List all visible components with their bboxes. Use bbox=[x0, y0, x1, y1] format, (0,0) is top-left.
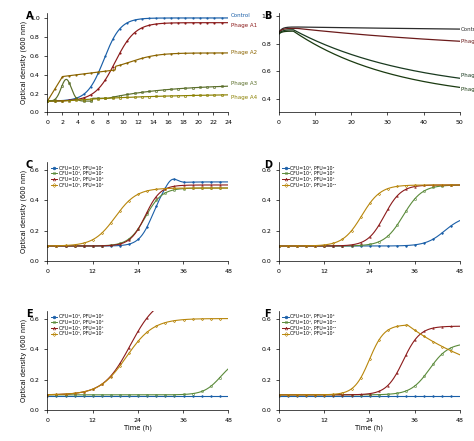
Text: C: C bbox=[26, 160, 33, 170]
Y-axis label: Optical density (600 nm): Optical density (600 nm) bbox=[20, 170, 27, 253]
Text: Phage A4: Phage A4 bbox=[230, 95, 256, 100]
Text: E: E bbox=[26, 309, 32, 319]
Text: Phage A3: Phage A3 bbox=[230, 81, 256, 86]
X-axis label: Time (h): Time (h) bbox=[356, 424, 383, 431]
Text: Phage A1: Phage A1 bbox=[230, 22, 256, 28]
Text: Control: Control bbox=[230, 13, 250, 18]
Legend: CFU=10⁶, PFU=10⁶, CFU=10⁵, PFU=10⁶, CFU=10⁴, PFU=10⁸, CFU=10³, PFU=10⁸: CFU=10⁶, PFU=10⁶, CFU=10⁵, PFU=10⁶, CFU=… bbox=[50, 313, 104, 337]
Text: Phage A2: Phage A2 bbox=[230, 50, 256, 56]
Text: D: D bbox=[264, 160, 273, 170]
Text: A: A bbox=[26, 11, 33, 21]
Text: Phage B1: Phage B1 bbox=[461, 39, 474, 44]
Text: Phage B3: Phage B3 bbox=[461, 87, 474, 92]
Legend: CFU=10⁶, PFU=10⁶, CFU=10⁵, PFU=10¹⁰, CFU=10⁴, PFU=10¹⁰, CFU=10³, PFU=10⁸: CFU=10⁶, PFU=10⁶, CFU=10⁵, PFU=10¹⁰, CFU… bbox=[281, 313, 337, 337]
Text: F: F bbox=[264, 309, 271, 319]
Legend: CFU=10⁶, PFU=10², CFU=10⁵, PFU=10⁴, CFU=10⁴, PFU=10⁶, CFU=10³, PFU=10⁸: CFU=10⁶, PFU=10², CFU=10⁵, PFU=10⁴, CFU=… bbox=[50, 164, 104, 188]
Y-axis label: Optical density (600 nm): Optical density (600 nm) bbox=[20, 319, 27, 402]
Y-axis label: Optical density (600 nm): Optical density (600 nm) bbox=[20, 21, 27, 105]
X-axis label: Time (h): Time (h) bbox=[124, 424, 152, 431]
Text: Phage B2: Phage B2 bbox=[461, 73, 474, 78]
Text: B: B bbox=[264, 11, 272, 21]
Text: Control: Control bbox=[461, 26, 474, 32]
Legend: CFU=10⁶, PFU=10⁴, CFU=10⁵, PFU=10⁶, CFU=10⁴, PFU=10⁸, CFU=10³, PFU=10¹⁰: CFU=10⁶, PFU=10⁴, CFU=10⁵, PFU=10⁶, CFU=… bbox=[281, 164, 337, 188]
